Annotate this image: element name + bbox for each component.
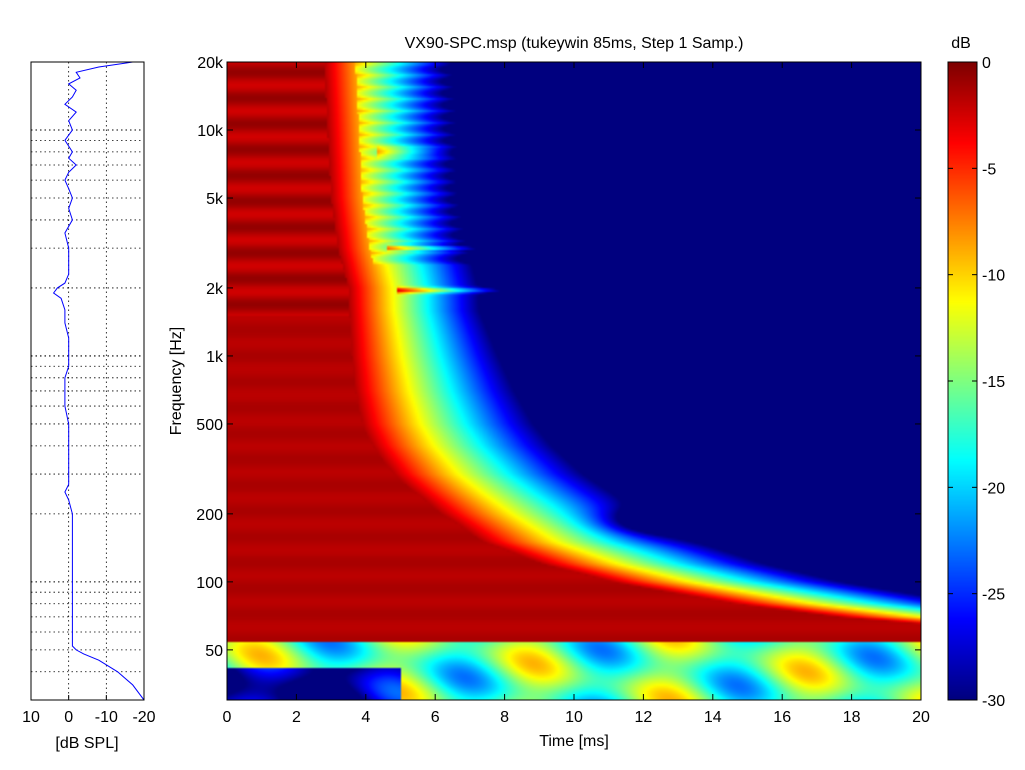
y-tick-label: 500 [196,417,223,434]
side-x-tick-label: -10 [95,709,118,726]
heatmap-image [227,62,921,700]
y-tick-label: 5k [206,191,224,208]
x-axis-label: Time [ms] [539,733,609,750]
y-tick-label: 2k [206,281,224,298]
side-x-tick-label: 10 [22,709,40,726]
side-x-tick-label: 0 [64,709,73,726]
side-plot-frame [30,61,145,701]
colorbar-tick-label: -25 [982,587,1005,604]
colorbar-tick-label: -10 [982,268,1005,285]
x-tick-label: 12 [635,709,653,726]
colorbar-tick-label: 0 [982,55,991,72]
heatmap-x-ticks: 0 2 4 6 8 10 12 14 16 18 20 [223,62,930,726]
y-tick-label: 100 [196,575,223,592]
x-tick-label: 8 [500,709,509,726]
y-tick-label: 50 [205,643,223,660]
x-tick-label: 4 [361,709,370,726]
x-tick-label: 16 [773,709,791,726]
side-x-ticks: 10 0 -10 -20 [22,695,156,726]
colorbar-tick-label: -5 [982,161,996,178]
y-axis-label: Frequency [Hz] [168,327,185,435]
colorbar-tick-label: -20 [982,480,1005,497]
side-x-tick-label: -20 [132,709,155,726]
colorbar-tick-label: -15 [982,374,1005,391]
x-tick-label: 20 [912,709,930,726]
y-tick-label: 20k [197,55,224,72]
colorbar-label: dB [951,35,971,52]
heatmap-y-ticks: 20k 10k 5k 2k 1k 500 200 100 50 [196,55,921,660]
side-x-axis-label: [dB SPL] [55,735,118,752]
x-tick-label: 10 [565,709,583,726]
x-tick-label: 2 [292,709,301,726]
colorbar-ticks: 0 -5 -10 -15 -20 -25 -30 [948,55,1005,710]
y-tick-label: 10k [197,123,224,140]
side-spectrum-line [52,62,144,700]
x-tick-label: 6 [431,709,440,726]
x-tick-label: 0 [223,709,232,726]
y-tick-label: 1k [206,349,224,366]
side-spectrum-panel: 10 0 -10 -20 [dB SPL] [22,61,156,752]
colorbar: dB 0 -5 -10 -15 -20 -25 -30 [947,35,1005,710]
x-tick-label: 18 [843,709,861,726]
side-plot-background [31,62,144,700]
heatmap-panel: VX90-SPC.msp (tukeywin 85ms, Step 1 Samp… [168,35,930,750]
y-tick-label: 200 [196,507,223,524]
colorbar-tick-label: -30 [982,693,1005,710]
x-tick-label: 14 [704,709,722,726]
chart-title: VX90-SPC.msp (tukeywin 85ms, Step 1 Samp… [405,35,744,52]
